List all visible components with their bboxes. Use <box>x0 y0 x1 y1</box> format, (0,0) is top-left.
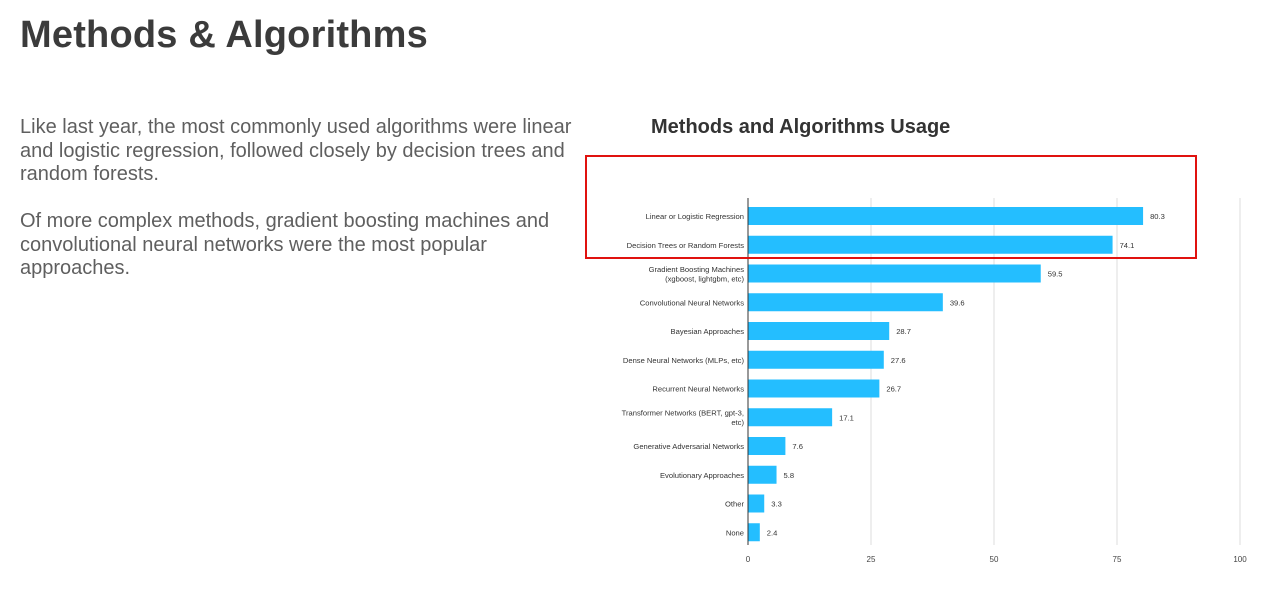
bar <box>748 465 777 484</box>
value-label: 3.3 <box>771 500 782 509</box>
bar <box>748 523 760 542</box>
value-label: 74.1 <box>1120 241 1135 250</box>
page-title: Methods & Algorithms <box>20 14 428 56</box>
category-label: Generative Adversarial Networks <box>633 442 744 451</box>
x-tick-label: 50 <box>990 555 999 564</box>
category-label: Transformer Networks (BERT, gpt-3, <box>622 409 744 418</box>
paragraph-1: Like last year, the most commonly used a… <box>20 116 572 185</box>
category-label: (xgboost, lightgbm, etc) <box>665 274 744 283</box>
category-label: etc) <box>731 418 744 427</box>
bar <box>748 293 943 312</box>
bar <box>748 264 1041 283</box>
value-label: 7.6 <box>792 442 803 451</box>
bar <box>748 350 884 369</box>
category-label: Convolutional Neural Networks <box>640 298 744 307</box>
paragraph-2: Of more complex methods, gradient boosti… <box>20 210 550 279</box>
value-label: 5.8 <box>784 471 795 480</box>
value-label: 26.7 <box>886 385 901 394</box>
category-label: Linear or Logistic Regression <box>646 212 744 221</box>
x-tick-label: 100 <box>1233 555 1247 564</box>
value-label: 17.1 <box>839 413 854 422</box>
value-label: 2.4 <box>767 528 778 537</box>
bar <box>748 408 833 427</box>
value-label: 59.5 <box>1048 270 1063 279</box>
bar <box>748 207 1144 225</box>
body-text: Like last year, the most commonly used a… <box>20 116 590 304</box>
chart-title: Methods and Algorithms Usage <box>651 116 951 138</box>
category-label: Recurrent Neural Networks <box>652 385 744 394</box>
x-tick-label: 0 <box>746 555 751 564</box>
bar <box>748 235 1113 254</box>
category-label: None <box>726 528 744 537</box>
x-tick-label: 25 <box>867 555 876 564</box>
category-label: Dense Neural Networks (MLPs, etc) <box>623 356 745 365</box>
bar <box>748 494 765 513</box>
bar <box>748 379 880 398</box>
category-label: Other <box>725 500 744 509</box>
value-label: 80.3 <box>1150 212 1165 221</box>
bar <box>748 437 786 455</box>
value-label: 28.7 <box>896 327 911 336</box>
value-label: 27.6 <box>891 356 906 365</box>
value-label: 39.6 <box>950 298 965 307</box>
category-label: Bayesian Approaches <box>671 327 745 336</box>
category-label: Decision Trees or Random Forests <box>627 241 745 250</box>
bar <box>748 322 890 340</box>
category-label: Gradient Boosting Machines <box>649 265 745 274</box>
x-tick-label: 75 <box>1113 555 1122 564</box>
category-label: Evolutionary Approaches <box>660 471 744 480</box>
